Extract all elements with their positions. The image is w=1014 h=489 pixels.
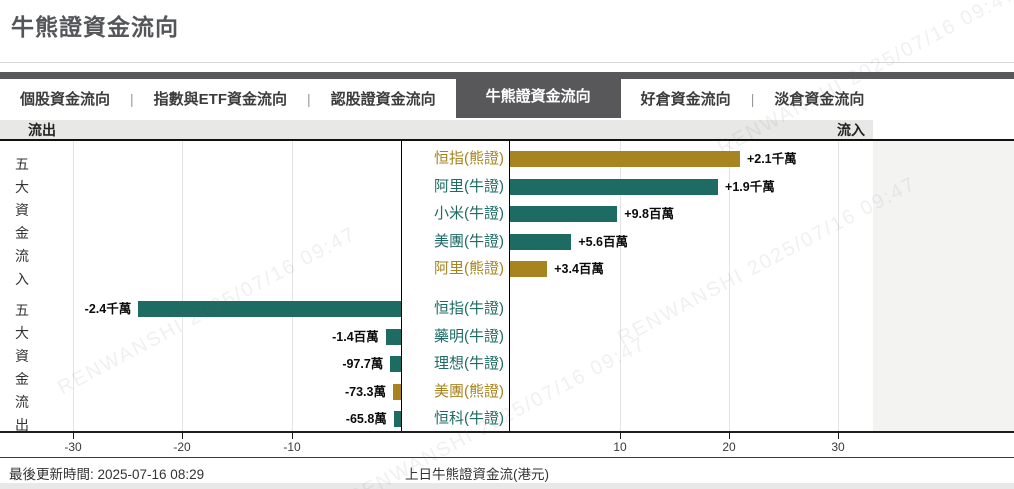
tab-6[interactable]: 淡倉資金流向 bbox=[774, 91, 865, 108]
section-label-inflow: 五大資金流入 bbox=[15, 156, 29, 287]
tick-mark bbox=[292, 433, 293, 439]
tab-separator: | bbox=[307, 90, 311, 107]
tick-label: 10 bbox=[613, 440, 627, 454]
chart-right-background bbox=[873, 141, 1014, 431]
zero-axis-border bbox=[509, 141, 510, 431]
title-divider bbox=[0, 62, 1014, 63]
fund-flow-bar-chart: 五大資金流入 五大資金流出 恒指(熊證) +2.1千萬阿里(牛證) +1.9千萬小米… bbox=[0, 141, 1014, 433]
outflow-bar bbox=[393, 411, 401, 428]
value-label: +1.9千萬 bbox=[725, 179, 775, 194]
outflow-bar bbox=[138, 301, 401, 317]
flow-direction-header: 流出 流入 bbox=[0, 120, 873, 139]
page-title: 牛熊證資金流向 bbox=[11, 14, 179, 40]
category-label: 理想(牛證) bbox=[434, 355, 504, 373]
tab-separator: | bbox=[130, 90, 134, 107]
tab-5[interactable]: 好倉資金流向 bbox=[640, 91, 731, 108]
tick-label: 30 bbox=[831, 440, 845, 454]
gridline bbox=[292, 141, 293, 431]
outflow-bar bbox=[390, 356, 401, 373]
tick-mark bbox=[838, 433, 839, 439]
page-bottom-strip bbox=[0, 483, 1014, 489]
last-updated-text: 最後更新時間: 2025-07-16 08:29 bbox=[9, 467, 205, 482]
gridline bbox=[729, 141, 730, 431]
tick-mark bbox=[729, 433, 730, 439]
value-label: -97.7萬 bbox=[342, 357, 384, 372]
category-label: 阿里(牛證) bbox=[434, 177, 504, 195]
tab-1[interactable]: 個股資金流向 bbox=[20, 91, 111, 108]
inflow-bar bbox=[510, 261, 548, 278]
tab-bar: 個股資金流向 | 指數與ETF資金流向 | 認股證資金流向 牛熊證資金流向 好倉資金流向 | 淡… bbox=[0, 72, 1014, 118]
tick-label: 20 bbox=[722, 440, 736, 454]
tab-4-active[interactable]: 牛熊證資金流向 bbox=[455, 72, 621, 118]
value-label: +9.8百萬 bbox=[624, 207, 674, 222]
category-label: 恒科(牛證) bbox=[434, 410, 504, 428]
tick-mark bbox=[620, 433, 621, 439]
inflow-bar bbox=[510, 206, 618, 223]
category-label: 藥明(牛證) bbox=[434, 327, 504, 345]
chart-top-border bbox=[0, 139, 1014, 141]
tick-mark bbox=[73, 433, 74, 439]
outflow-bar bbox=[385, 328, 401, 345]
value-label: -73.3萬 bbox=[344, 384, 386, 399]
footer: 最後更新時間: 2025-07-16 08:29 上日牛熊證資金流(港元) bbox=[0, 458, 1014, 483]
value-label: +5.6百萬 bbox=[578, 234, 628, 249]
value-label: -65.8萬 bbox=[345, 412, 387, 427]
inflow-label: 流入 bbox=[837, 121, 865, 138]
value-label: +2.1千萬 bbox=[746, 152, 797, 166]
inflow-bar bbox=[510, 178, 719, 195]
tick-mark bbox=[182, 433, 183, 439]
inflow-bar bbox=[510, 233, 572, 250]
tab-separator: | bbox=[750, 90, 755, 107]
tab-list: 個股資金流向 | 指數與ETF資金流向 | 認股證資金流向 牛熊證資金流向 好倉資金流向 | 淡… bbox=[0, 72, 1014, 118]
category-label: 美團(牛證) bbox=[434, 232, 504, 250]
value-label: -2.4千萬 bbox=[84, 302, 132, 316]
gridline bbox=[182, 141, 183, 431]
tab-2[interactable]: 指數與ETF資金流向 bbox=[153, 91, 287, 108]
outflow-bar bbox=[392, 383, 401, 400]
tick-label: -20 bbox=[173, 440, 191, 454]
tick-label: -30 bbox=[64, 440, 82, 454]
gridline bbox=[838, 141, 839, 431]
category-label: 恒指(熊證) bbox=[434, 150, 504, 167]
chart-bottom-border bbox=[0, 457, 1014, 458]
outflow-label: 流出 bbox=[28, 121, 56, 138]
value-label: +3.4百萬 bbox=[554, 262, 604, 277]
category-label: 阿里(熊證) bbox=[434, 260, 504, 278]
gridline bbox=[73, 141, 74, 431]
inflow-bar bbox=[510, 151, 740, 167]
category-label: 小米(牛證) bbox=[434, 205, 504, 223]
tick-label: -10 bbox=[283, 440, 301, 454]
axis-caption: 上日牛熊證資金流(港元) bbox=[405, 467, 549, 482]
category-label: 恒指(牛證) bbox=[434, 300, 504, 317]
value-label: -1.4百萬 bbox=[332, 329, 379, 344]
gridline bbox=[620, 141, 621, 431]
x-axis: -30 -20 -10 10 20 30 bbox=[0, 431, 1014, 457]
zero-axis-border bbox=[401, 141, 402, 431]
category-label: 美團(熊證) bbox=[434, 382, 504, 400]
section-label-outflow: 五大資金流出 bbox=[15, 302, 29, 433]
tab-3[interactable]: 認股證資金流向 bbox=[330, 91, 436, 108]
